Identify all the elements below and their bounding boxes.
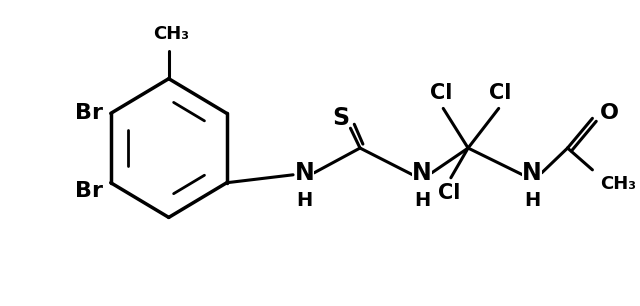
Text: H: H: [524, 191, 540, 210]
Text: O: O: [600, 103, 619, 123]
Text: Cl: Cl: [430, 84, 452, 103]
Text: Br: Br: [75, 181, 103, 201]
Text: H: H: [414, 191, 430, 210]
Text: N: N: [294, 161, 314, 185]
Text: Br: Br: [75, 103, 103, 123]
Text: Cl: Cl: [438, 183, 460, 203]
Text: CH₃: CH₃: [600, 175, 636, 193]
Text: N: N: [522, 161, 542, 185]
Text: Cl: Cl: [490, 84, 512, 103]
Text: N: N: [412, 161, 432, 185]
Text: H: H: [296, 191, 313, 210]
Text: CH₃: CH₃: [153, 25, 189, 43]
Text: S: S: [332, 106, 349, 130]
